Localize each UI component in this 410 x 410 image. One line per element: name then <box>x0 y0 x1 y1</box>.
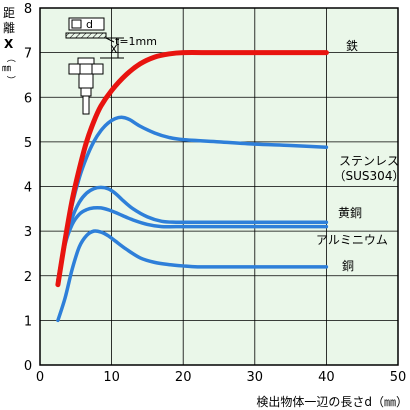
y-axis-label: 距 離 X （ ㎜ ） <box>2 6 16 85</box>
x-tick-label: 40 <box>318 370 335 385</box>
sensor-tail <box>80 87 92 97</box>
series-label: （SUS304） <box>334 169 405 183</box>
y-axis-label-char-2: 離 <box>3 21 15 35</box>
sensor-cable <box>82 95 90 115</box>
x-tick-label: 20 <box>175 370 192 385</box>
series-line <box>55 50 329 288</box>
y-tick-label: 8 <box>24 2 32 17</box>
series-label: ステンレス <box>339 154 399 168</box>
target-plate <box>68 17 105 31</box>
y-tick-label: 0 <box>24 359 32 374</box>
series-line <box>56 229 329 323</box>
sensor-nut <box>68 63 104 75</box>
series-label: 黄銅 <box>338 206 362 220</box>
y-tick-label: 6 <box>24 91 32 106</box>
inset-t-label: t=1mm <box>115 35 157 48</box>
series-label: アルミニウム <box>316 233 388 247</box>
sensor-head <box>77 57 95 65</box>
y-axis-label-char-1: 距 <box>3 6 15 20</box>
y-tick-labels: 0 1 2 3 4 5 6 7 8 <box>24 2 32 374</box>
plot-frame <box>39 7 399 366</box>
series-line <box>56 185 329 282</box>
series-label: 銅 <box>342 259 354 273</box>
target-plate-hatch <box>65 32 107 39</box>
series-label: 鉄 <box>346 38 358 53</box>
x-axis-label: 検出物体一辺の長さd（㎜） <box>256 395 408 409</box>
y-tick-label: 2 <box>24 270 32 285</box>
y-tick-label: 1 <box>24 314 32 329</box>
x-tick-label: 10 <box>103 370 120 385</box>
inset-x-label: X <box>110 43 118 56</box>
y-tick-label: 4 <box>24 181 32 196</box>
inset-d-label: d <box>86 18 93 31</box>
y-tick-label: 7 <box>24 47 32 62</box>
svg-text:（: （ <box>5 53 16 62</box>
x-tick-labels: 0 10 20 30 40 50 <box>36 370 406 385</box>
target-square-icon <box>71 19 82 29</box>
x-tick-label: 30 <box>247 370 264 385</box>
y-tick-label: 5 <box>24 136 32 151</box>
y-axis-label-unit: ㎜ <box>2 64 11 74</box>
series-line <box>56 205 329 282</box>
x-tick-label: 50 <box>390 370 407 385</box>
y-tick-label: 3 <box>24 225 32 240</box>
sensor-body <box>78 73 94 89</box>
series-group <box>55 50 329 323</box>
svg-text:）: ） <box>5 75 16 84</box>
sensor-illustration: d t=1mm X <box>65 17 157 115</box>
y-axis-label-var: X <box>4 37 14 51</box>
x-tick-label: 0 <box>36 370 44 385</box>
